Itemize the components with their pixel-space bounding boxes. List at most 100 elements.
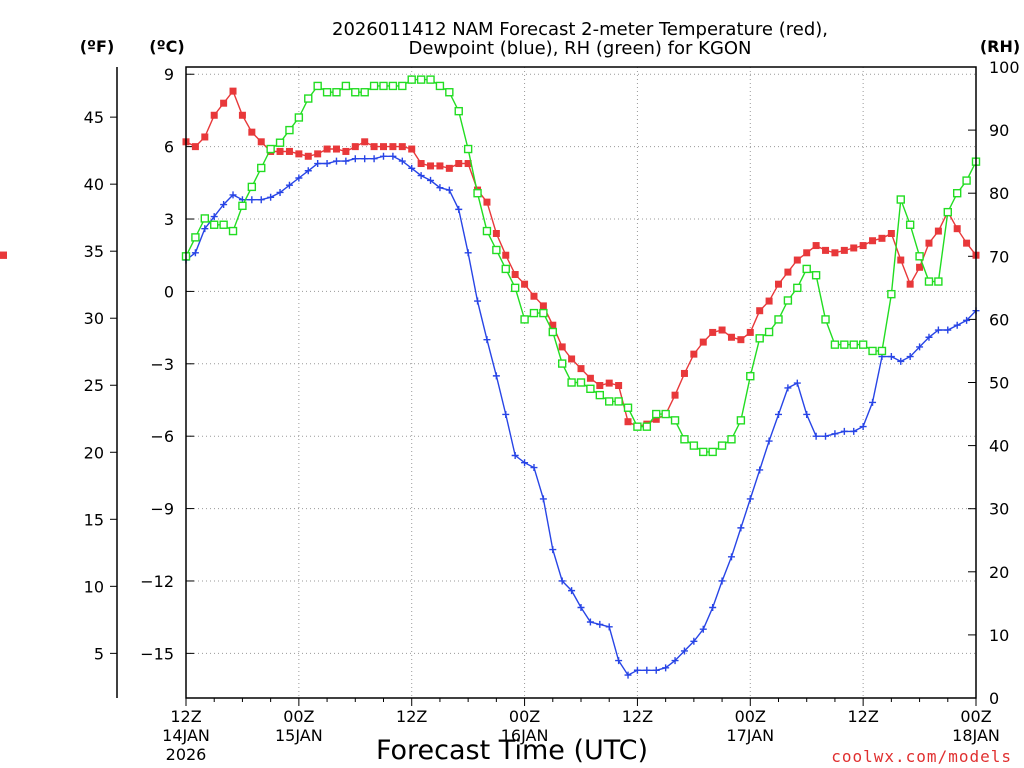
rh-point — [849, 340, 858, 349]
fahrenheit-tick-label: 30 — [84, 309, 104, 328]
rh-point — [924, 277, 934, 286]
dewpoint-point — [765, 437, 773, 445]
rh-point — [398, 81, 407, 91]
dewpoint-point — [323, 160, 331, 168]
dewpoint-point — [539, 495, 547, 503]
rh-point — [821, 315, 830, 324]
fahrenheit-tick-label: 5 — [94, 644, 104, 663]
dewpoint-point — [680, 647, 688, 655]
dewpoint-point — [822, 432, 830, 440]
rh-point — [228, 226, 238, 236]
rh-point — [351, 88, 360, 97]
fahrenheit-tick-label: 15 — [84, 510, 104, 529]
rh-tick-label: 10 — [989, 626, 1009, 645]
rh-point — [426, 75, 435, 84]
time-tick-label: 00Z — [509, 707, 540, 726]
2-meter-temperature-point — [709, 328, 717, 336]
dewpoint-point — [558, 577, 566, 585]
chart-title-line1: 2026011412 NAM Forecast 2-meter Temperat… — [332, 19, 828, 40]
2-meter-temperature-point — [793, 256, 801, 264]
2-meter-temperature-point — [257, 138, 265, 146]
dewpoint-point — [483, 336, 491, 344]
2-meter-temperature-point — [370, 143, 378, 151]
rh-point — [191, 233, 200, 242]
rh-tick-label: 60 — [989, 310, 1009, 329]
dewpoint-point — [389, 152, 397, 160]
2-meter-temperature-point — [906, 280, 914, 288]
rh-point — [576, 378, 586, 387]
2-meter-temperature-point — [934, 227, 942, 235]
2-meter-temperature-point — [276, 147, 284, 155]
dewpoint-point — [916, 343, 924, 351]
2-meter-temperature-point — [380, 143, 387, 151]
2-meter-temperature-point — [539, 302, 547, 310]
time-tick-year: 2026 — [166, 745, 207, 764]
celsius-unit-label: (ºC) — [149, 37, 184, 56]
rh-point — [285, 125, 294, 135]
rh-point — [445, 88, 454, 97]
2-meter-temperature-point — [521, 280, 529, 288]
dewpoint-point — [398, 157, 406, 165]
rh-point — [557, 359, 567, 368]
rh-point — [369, 81, 379, 91]
fahrenheit-tick-label: 35 — [84, 242, 104, 261]
rh-tick-label: 100 — [989, 58, 1020, 77]
rh-point — [717, 441, 727, 450]
2-meter-temperature-point — [304, 152, 312, 160]
2-meter-temperature-point — [492, 229, 500, 237]
celsius-tick-label: −6 — [150, 427, 174, 446]
rh-point — [595, 390, 605, 400]
time-tick-label: 12Z — [396, 707, 427, 726]
2-meter-temperature-point — [586, 374, 594, 382]
2-meter-temperature-point — [869, 237, 877, 245]
rh-point — [200, 214, 210, 223]
2-meter-temperature-point — [502, 251, 510, 259]
2-meter-temperature-point — [191, 143, 199, 151]
rh-point — [238, 201, 247, 211]
rh-point — [652, 409, 661, 419]
2-meter-temperature-point — [0, 251, 7, 259]
rh-point — [934, 277, 943, 286]
rh-point — [727, 435, 736, 444]
dewpoint-point — [596, 620, 604, 628]
2-meter-temperature-line — [185, 89, 977, 428]
dewpoint-point — [436, 184, 444, 192]
2-meter-temperature-point — [530, 292, 538, 300]
dewpoint-point — [549, 546, 557, 554]
rh-point — [943, 207, 952, 217]
time-tick-label: 12Z — [622, 707, 653, 726]
time-tick-date: 18JAN — [952, 726, 1000, 745]
celsius-tick-label: 6 — [164, 138, 174, 157]
dewpoint-point — [220, 201, 228, 209]
rh-point — [887, 289, 896, 299]
rh-point — [520, 315, 529, 324]
rh-point — [755, 334, 764, 343]
dewpoint-point — [633, 666, 641, 674]
rh-point — [360, 88, 369, 97]
rh-point — [219, 220, 228, 229]
fahrenheit-tick-label: 20 — [84, 443, 104, 462]
rh-point — [623, 403, 633, 412]
dewpoint-point — [568, 587, 576, 595]
dewpoint-point — [690, 637, 698, 645]
2-meter-temperature-point — [699, 338, 707, 346]
rh-tick-label: 0 — [989, 689, 999, 708]
rh-point — [463, 144, 473, 154]
dewpoint-point — [615, 657, 623, 665]
rh-point — [868, 346, 877, 356]
rh-point — [407, 75, 416, 84]
dewpoint-point — [577, 604, 585, 612]
time-tick-label: 00Z — [735, 707, 766, 726]
2-meter-temperature-point — [436, 162, 444, 170]
x-axis-label: Forecast Time (UTC) — [376, 735, 648, 766]
2-meter-temperature-point — [464, 160, 472, 168]
dewpoint-point — [746, 495, 754, 503]
2-meter-temperature-point — [332, 145, 340, 153]
2-meter-temperature-point — [361, 138, 369, 146]
rh-point — [567, 378, 576, 387]
2-meter-temperature-point — [238, 111, 246, 119]
dewpoint-point — [474, 297, 482, 305]
chart-title-line2: Dewpoint (blue), RH (green) for KGON — [408, 38, 751, 59]
2-meter-temperature-point — [398, 143, 406, 151]
2-meter-temperature-point — [680, 369, 688, 377]
